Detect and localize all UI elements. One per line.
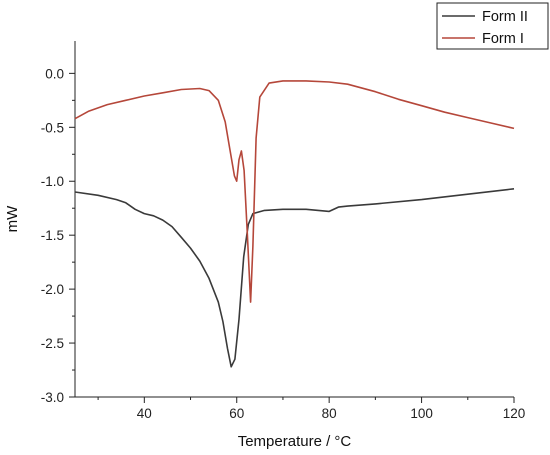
x-axis-title: Temperature / °C [238, 433, 352, 450]
y-tick-label: -3.0 [41, 390, 64, 405]
legend-box [436, 2, 549, 50]
x-tick-label: 120 [503, 406, 526, 421]
x-tick-label: 80 [322, 406, 337, 421]
x-tick-label: 100 [410, 406, 433, 421]
axes: 40 60 80 100 120 0.0 -0.5 -1.0 -1.5 -2.0 -2.5 -3.0 [41, 41, 526, 421]
series-line-form-ii [74, 188, 515, 368]
y-tick-label: -1.0 [41, 174, 64, 189]
legend-label: Form I [482, 31, 524, 47]
x-tick-label: 60 [229, 406, 244, 421]
y-tick-label: -2.0 [41, 282, 64, 297]
y-tick-label: 0.0 [45, 66, 64, 81]
x-tick-label: 40 [137, 406, 152, 421]
series-layer [74, 80, 515, 368]
y-tick-label: -2.5 [41, 336, 64, 351]
legend-label: Form II [482, 9, 528, 25]
y-tick-label: -1.5 [41, 228, 64, 243]
y-axis-title: mW [4, 205, 21, 232]
series-line-form-i [74, 80, 515, 303]
legend: Form II Form I [436, 2, 549, 50]
y-tick-label: -0.5 [41, 120, 64, 135]
